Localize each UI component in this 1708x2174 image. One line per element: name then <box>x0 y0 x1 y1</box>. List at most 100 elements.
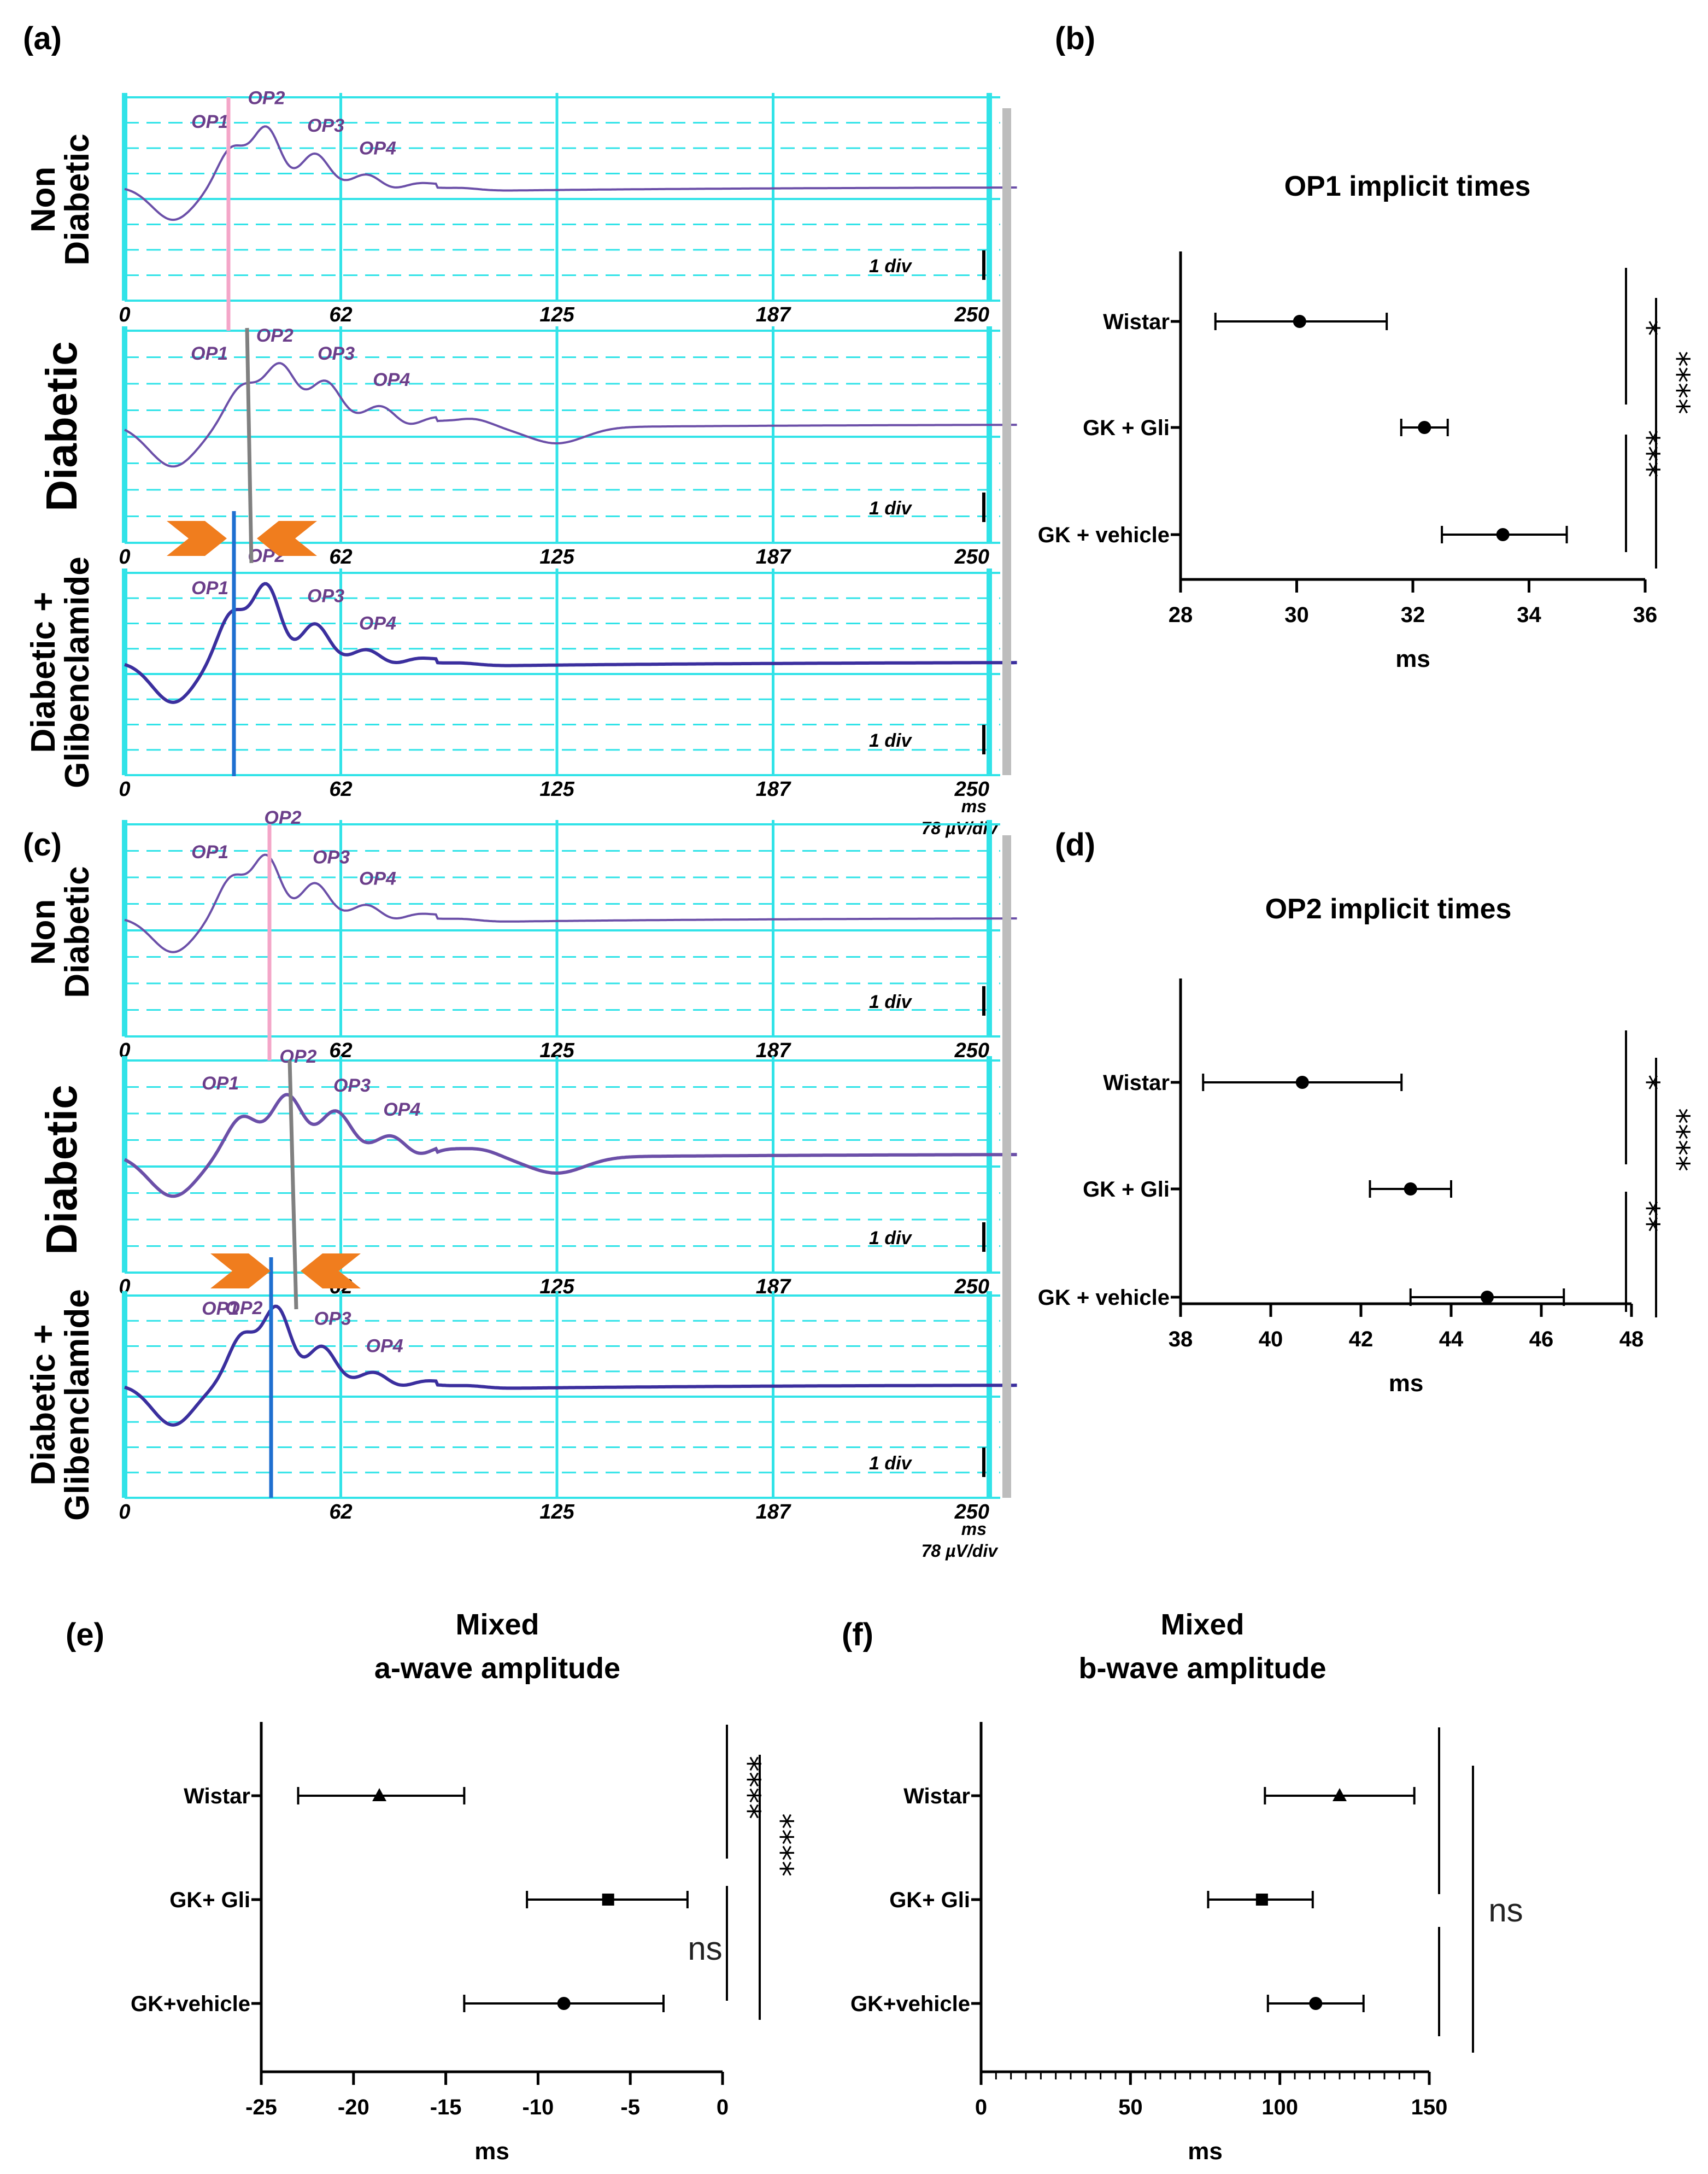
erg-op-label: OP2 <box>256 325 294 346</box>
mean-point <box>1404 1182 1417 1196</box>
x-tick-label: 30 <box>1284 603 1309 627</box>
erg-trace <box>124 1304 1017 1427</box>
erg-op-label: OP3 <box>307 585 344 606</box>
significance-label: **** <box>763 1813 800 1877</box>
significance-label: ns <box>688 1930 722 1967</box>
erg-row-label: Diabetic + <box>25 592 62 753</box>
erg-tick-label: 62 <box>329 546 352 569</box>
mean-point <box>372 1788 387 1801</box>
erg-row-non-diabetic: OP1 OP2 OP3 OP4 1 div 0 62 125 187 250 <box>119 88 1017 326</box>
erg-op-label: OP4 <box>359 868 396 889</box>
chart-a-wave-amplitude: Mixed a-wave amplitude -25 -20 -15 -10 -5 0 ms Wi… <box>131 1608 800 2165</box>
erg-tick-label: 250 <box>954 303 989 326</box>
x-tick-label: 100 <box>1261 2095 1298 2119</box>
erg-trace <box>124 1093 1017 1198</box>
erg-tick-label: 187 <box>756 1501 791 1523</box>
category-label: GK+vehicle <box>131 1992 250 2016</box>
erg-op-label: OP2 <box>225 1298 262 1319</box>
mean-point <box>1309 1997 1323 2010</box>
erg-tick-label: 125 <box>539 546 574 569</box>
marker-gray <box>245 327 254 564</box>
erg-tick-label: 187 <box>756 303 791 326</box>
erg-trace <box>124 125 1017 221</box>
category-label: GK + Gli <box>1083 416 1170 440</box>
erg-op-label: OP4 <box>359 613 396 634</box>
erg-row-label: Diabetic <box>37 341 86 511</box>
erg-op-label: OP4 <box>366 1336 403 1357</box>
erg-unit-uv: 78 µV/div <box>922 818 999 838</box>
erg-trace <box>124 582 1017 704</box>
significance-label: **** <box>1659 1108 1697 1171</box>
erg-unit-ms: ms <box>961 796 987 816</box>
significance-label: ns <box>1488 1892 1523 1929</box>
erg-row-label: Glibenclamide <box>58 1289 96 1521</box>
erg-tick-label: 250 <box>954 778 989 801</box>
significance-label: **** <box>1659 351 1697 414</box>
orange-arrow-icon <box>301 1253 361 1288</box>
erg-tick-label: 0 <box>119 1039 130 1062</box>
mean-point <box>1418 421 1431 434</box>
erg-row-label: Diabetic <box>58 866 96 998</box>
significance-label: * <box>1629 320 1666 336</box>
erg-op-label: OP1 <box>202 1073 239 1094</box>
marker-gray <box>287 1060 298 1310</box>
erg-op-label: OP1 <box>202 1298 239 1319</box>
erg-op-label: OP1 <box>191 578 228 599</box>
erg-row-label: Diabetic + <box>25 1325 62 1486</box>
orange-arrow-icon <box>167 521 227 556</box>
chart-op1-implicit-times: OP1 implicit times 28 30 32 34 36 ms Wistar GK +… <box>1038 171 1697 672</box>
significance-label: **** <box>730 1756 767 1819</box>
erg-op-label: OP4 <box>383 1099 420 1120</box>
chart-title: OP2 implicit times <box>1265 893 1512 925</box>
erg-tick-label: 187 <box>756 778 791 801</box>
mean-point <box>1293 315 1306 328</box>
significance-label: ** <box>1629 1200 1666 1232</box>
erg-tick-label: 0 <box>119 1501 130 1523</box>
erg-tick-label: 250 <box>954 1501 989 1523</box>
mean-point <box>602 1894 614 1906</box>
x-tick-label: 32 <box>1401 603 1425 627</box>
x-axis-label: ms <box>1389 1370 1424 1397</box>
x-tick-label: -25 <box>245 2095 277 2119</box>
erg-scale-label: 1 div <box>869 1228 913 1249</box>
category-label: Wistar <box>1103 310 1170 334</box>
erg-row-label: Diabetic <box>37 1085 86 1255</box>
x-tick-label: 46 <box>1529 1327 1554 1351</box>
mean-point <box>1255 1894 1268 1906</box>
mean-point <box>557 1997 571 2010</box>
x-tick-label: 0 <box>975 2095 987 2119</box>
x-tick-label: 40 <box>1259 1327 1283 1351</box>
erg-row-label: Diabetic <box>58 133 96 265</box>
erg-scale-label: 1 div <box>869 1453 913 1474</box>
erg-tick-label: 62 <box>329 778 352 801</box>
erg-op-label: OP1 <box>191 112 228 132</box>
x-axis-label: ms <box>1188 2138 1223 2165</box>
erg-op-label: OP2 <box>279 1046 316 1067</box>
x-tick-label: 34 <box>1517 603 1541 627</box>
category-label: Wistar <box>1103 1071 1170 1095</box>
x-axis-label: ms <box>474 2138 509 2165</box>
category-label: GK + vehicle <box>1038 1286 1170 1310</box>
category-label: GK+ Gli <box>889 1888 970 1912</box>
erg-tick-label: 125 <box>539 303 574 326</box>
mean-point <box>1333 1788 1347 1801</box>
mean-point <box>1295 1076 1309 1089</box>
erg-tick-label: 250 <box>954 546 989 569</box>
erg-op-label: OP1 <box>191 343 228 364</box>
orange-arrow-icon <box>257 521 317 556</box>
x-tick-label: 28 <box>1169 603 1193 627</box>
x-tick-label: 38 <box>1169 1327 1193 1351</box>
x-tick-label: 42 <box>1349 1327 1374 1351</box>
mean-point <box>1496 528 1510 541</box>
chart-op2-implicit-times: OP2 implicit times 38 40 42 44 46 48 ms Wistar GK… <box>1038 893 1697 1397</box>
x-tick-label: 50 <box>1118 2095 1143 2119</box>
erg-tick-label: 125 <box>539 778 574 801</box>
panel-label-c: (c) <box>23 827 62 863</box>
erg-scale-label: 1 div <box>869 992 913 1012</box>
x-tick-label: 36 <box>1633 603 1658 627</box>
x-tick-label: 0 <box>717 2095 729 2119</box>
